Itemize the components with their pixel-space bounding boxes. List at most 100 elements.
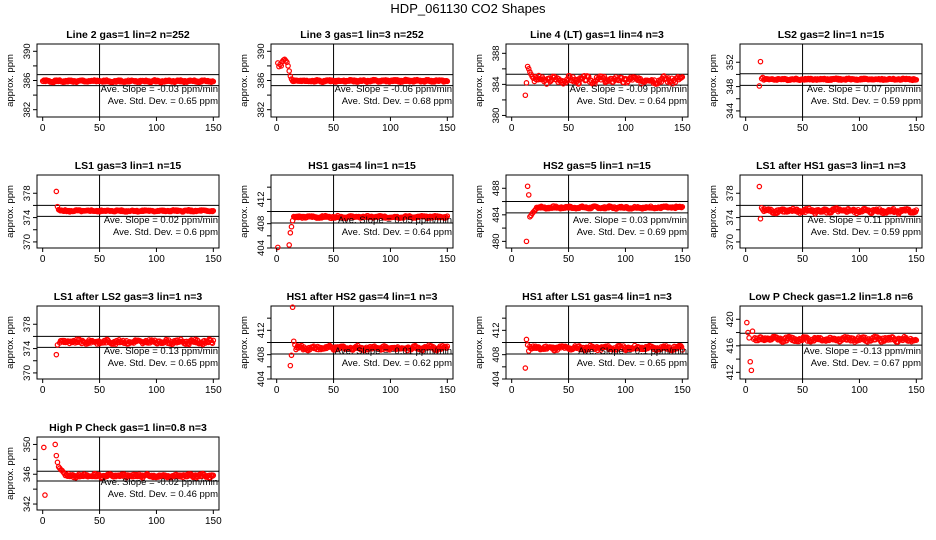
data-point [210,472,217,479]
x-tick-label: 0 [509,254,515,265]
data-point [287,229,294,236]
data-point [745,329,751,336]
std-dev-annotation: Ave. Std. Dev. = 0.68 ppm [342,96,452,107]
x-tick-label: 0 [743,254,749,265]
std-dev-annotation: Ave. Std. Dev. = 0.6 ppm [113,227,218,238]
x-tick-label: 150 [439,385,456,396]
subplot-1: Line 2 gas=1 lin=2 n=252 0 50 100 150 382 386 3… [5,29,222,134]
plot-frame [739,174,923,249]
slope-annotation: Ave. Slope = 0.07 ppm/min [807,84,921,95]
slope-annotation: Ave. Slope = 0.03 ppm/min [573,215,687,226]
x-tick-label: 150 [908,385,925,396]
y-tick-label: 390 [22,43,33,59]
y-tick-label: 380 [491,108,502,124]
data-point [522,365,529,371]
y-axis-label: approx. ppm [708,316,719,369]
x-tick-label: 50 [797,385,809,396]
subplot-title: LS1 gas=3 lin=1 n=15 [75,160,182,172]
subplot-6: HS1 gas=4 lin=1 n=15 0 50 100 150 404 408 412 ap… [239,160,456,265]
y-tick-label: 346 [22,466,33,482]
x-tick-label: 100 [148,123,165,134]
data-point [576,80,582,87]
y-tick-label: 484 [491,207,502,223]
x-tick-label: 150 [205,123,222,134]
data-point [54,459,61,466]
subplot-title: LS1 after HS1 gas=3 lin=1 n=3 [756,160,906,172]
std-dev-annotation: Ave. Std. Dev. = 0.65 ppm [108,358,218,369]
y-axis-label: approx. ppm [474,54,485,107]
x-tick-label: 100 [148,516,165,527]
subplot-12: Low P Check gas=1.2 lin=1.8 n=6 0 50 100 150… [708,291,925,396]
subplot-2: Line 3 gas=1 lin=3 n=252 0 50 100 150 382 386 3… [239,29,456,134]
x-tick-label: 50 [563,385,575,396]
x-tick-label: 0 [274,385,280,396]
std-dev-annotation: Ave. Std. Dev. = 0.65 ppm [577,358,687,369]
y-tick-label: 344 [725,103,736,119]
x-tick-label: 0 [274,123,280,134]
y-tick-label: 378 [22,316,33,332]
y-axis-label: approx. ppm [239,316,250,369]
std-dev-annotation: Ave. Std. Dev. = 0.59 ppm [811,227,921,238]
plot-frame [505,174,689,249]
x-tick-label: 0 [743,385,749,396]
data-point [53,351,60,358]
y-tick-label: 408 [256,347,267,363]
x-tick-label: 100 [148,254,165,265]
data-point [287,73,294,79]
y-tick-label: 412 [725,364,736,380]
data-point [523,80,530,86]
subplot-13: High P Check gas=1 lin=0.8 n=3 0 50 100 150 3… [5,422,222,527]
data-point [209,340,216,347]
x-tick-label: 50 [563,123,575,134]
y-tick-label: 408 [491,347,502,363]
x-tick-label: 50 [563,254,575,265]
data-point [523,336,530,343]
y-tick-label: 388 [491,45,502,61]
x-tick-label: 150 [674,385,691,396]
slope-annotation: Ave. Slope = 0.05 ppm/min [338,215,452,226]
plot-frame [36,436,220,511]
y-axis-label: approx. ppm [5,316,16,369]
std-dev-annotation: Ave. Std. Dev. = 0.65 ppm [108,96,218,107]
data-point [52,441,59,448]
data-point [444,213,451,219]
y-tick-label: 352 [725,54,736,70]
data-point [748,367,755,374]
y-tick-label: 342 [22,496,33,512]
y-tick-label: 412 [256,191,267,207]
slope-annotation: Ave. Slope = 0.11 ppm/min [808,215,921,226]
subplot-4: LS2 gas=2 lin=1 n=15 0 50 100 150 344 348 352 ap… [708,29,925,134]
x-tick-label: 150 [205,516,222,527]
data-point [42,492,48,498]
y-tick-label: 348 [725,79,736,95]
slope-annotation: Ave. Slope = 0.02 ppm/min [104,215,218,226]
data-point [913,207,920,213]
std-dev-annotation: Ave. Std. Dev. = 0.67 ppm [811,358,921,369]
data-point [523,238,530,245]
y-axis-label: approx. ppm [474,185,485,238]
y-tick-label: 408 [256,216,267,232]
subplot-title: LS2 gas=2 lin=1 n=15 [778,29,885,41]
data-point [601,73,608,80]
y-tick-label: 382 [22,102,33,118]
x-tick-label: 100 [382,385,399,396]
data-point [592,80,598,87]
data-point [285,63,291,69]
y-tick-label: 412 [491,322,502,338]
x-tick-label: 0 [40,123,46,134]
slope-annotation: Ave. Slope = 0.1 ppm/min [578,346,687,357]
slope-annotation: Ave. Slope = -0.03 ppm/min [101,84,218,95]
y-tick-label: 386 [22,73,33,89]
y-tick-label: 420 [725,311,736,327]
y-tick-label: 412 [256,322,267,338]
y-tick-label: 370 [725,234,736,250]
subplot-title: Line 2 gas=1 lin=2 n=252 [66,29,190,41]
x-tick-label: 50 [328,385,340,396]
figure-title: HDP_061130 CO2 Shapes [390,1,546,16]
subplot-title: High P Check gas=1 lin=0.8 n=3 [49,422,207,434]
y-tick-label: 416 [725,338,736,354]
y-axis-label: approx. ppm [239,54,250,107]
y-tick-label: 350 [22,437,33,453]
y-tick-label: 382 [256,102,267,118]
